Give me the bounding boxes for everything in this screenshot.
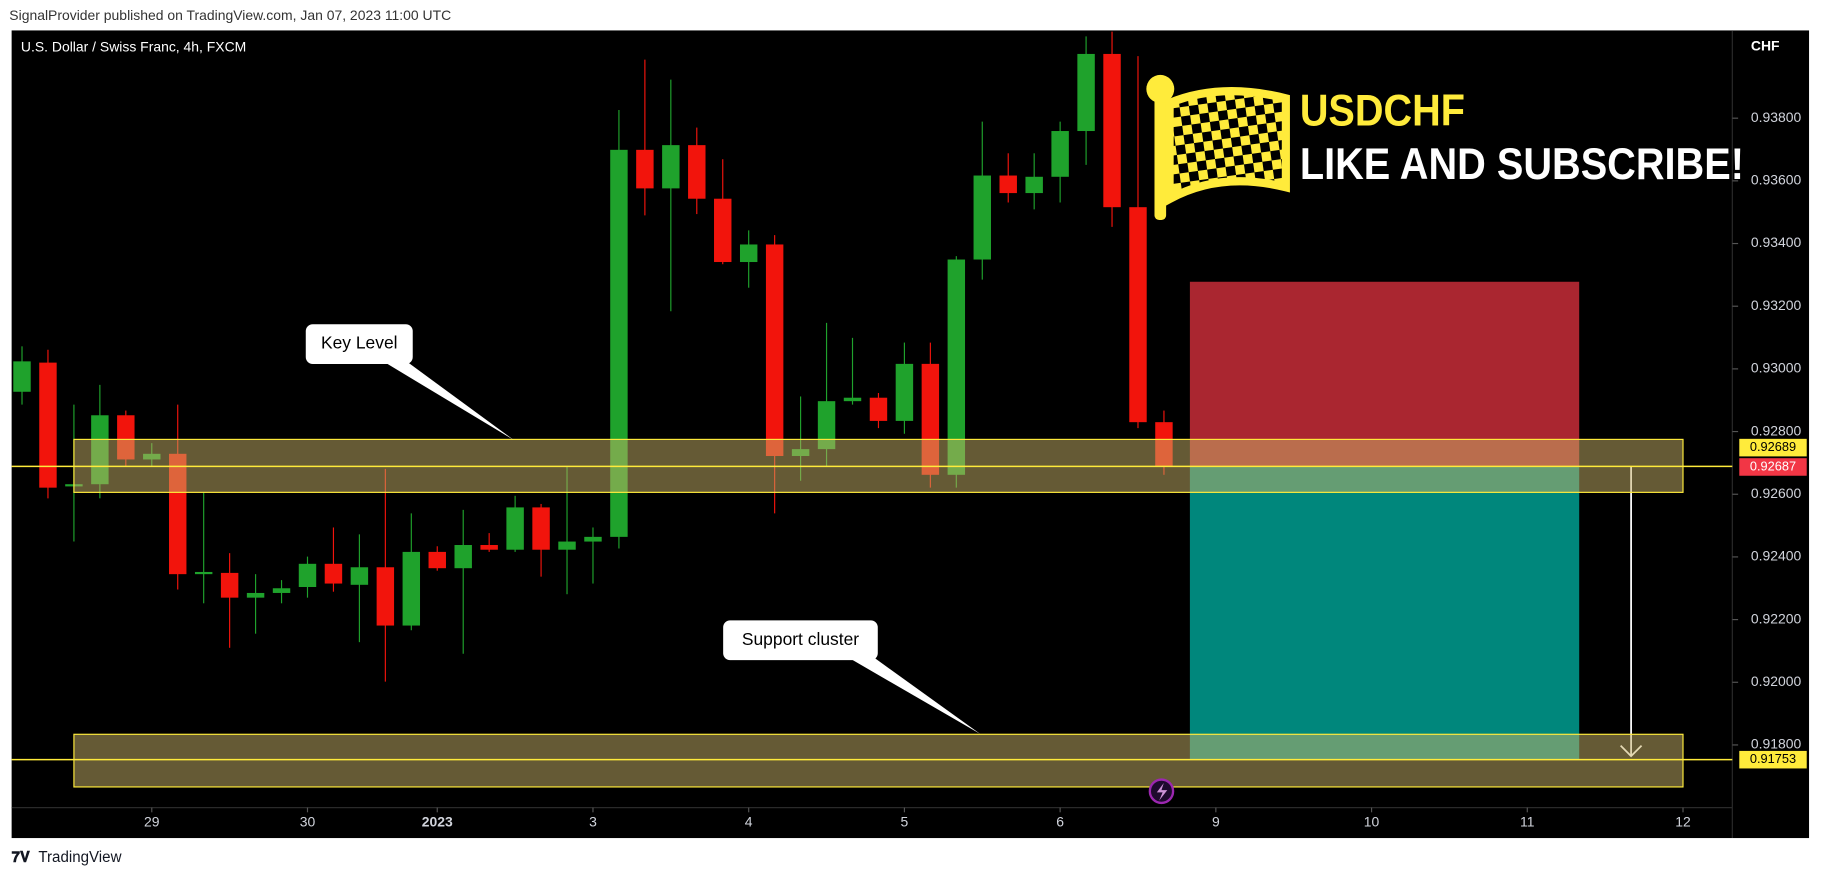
- x-tick-label: 3: [589, 814, 597, 830]
- candle-body: [817, 401, 836, 450]
- y-tick-label: 0.93000: [1751, 360, 1802, 376]
- candle-body: [584, 536, 602, 542]
- candle-body: [739, 244, 758, 263]
- price-label: 0.91753: [1750, 751, 1796, 766]
- candle-body: [272, 588, 291, 593]
- y-tick-label: 0.92400: [1751, 548, 1802, 564]
- candle-body: [1077, 53, 1095, 132]
- price-label-box: [1739, 750, 1807, 769]
- candle-body: [869, 397, 888, 421]
- x-tick-label: 11: [1520, 814, 1535, 830]
- x-tick-label: 12: [1675, 814, 1691, 830]
- candle-body: [765, 244, 784, 457]
- candle-body: [714, 198, 732, 263]
- currency-label: CHF: [1751, 37, 1780, 53]
- candle-body: [1051, 131, 1069, 177]
- candle-body: [662, 145, 680, 189]
- y-tick-label: 0.93200: [1751, 297, 1802, 313]
- candle-body: [843, 397, 862, 402]
- y-tick-label: 0.91800: [1751, 736, 1802, 752]
- candle-body: [246, 592, 265, 598]
- candle-body: [480, 545, 498, 550]
- x-tick-label: 6: [1056, 814, 1064, 830]
- zone: [73, 733, 1684, 788]
- target-zone: [1189, 466, 1580, 760]
- callout-box: [305, 324, 413, 365]
- candle-body: [13, 361, 31, 392]
- candle-body: [636, 149, 654, 189]
- y-tick-label: 0.93800: [1751, 109, 1802, 125]
- candle-body: [558, 541, 576, 550]
- candle-body: [532, 507, 550, 550]
- x-tick-label: 29: [144, 814, 160, 830]
- x-tick-label: 10: [1364, 814, 1380, 830]
- callout-label: Support cluster: [742, 629, 859, 649]
- candle-body: [350, 567, 369, 585]
- stop-zone: [1189, 281, 1580, 467]
- x-tick-label: 5: [901, 814, 909, 830]
- candle-body: [324, 563, 343, 584]
- tv-logo: 𝟕𝐕: [12, 849, 31, 866]
- candle-body: [506, 507, 524, 550]
- price-label-box: [1739, 438, 1807, 457]
- x-tick-label: 30: [300, 814, 316, 830]
- callout-box: [723, 620, 878, 661]
- candle-body: [402, 551, 421, 626]
- y-tick-label: 0.93600: [1751, 172, 1802, 188]
- candle-body: [973, 175, 991, 260]
- candle-body: [1025, 176, 1043, 194]
- candle-body: [39, 362, 57, 488]
- y-tick-label: 0.92000: [1751, 673, 1802, 689]
- publisher-line: SignalProvider published on TradingView.…: [9, 7, 451, 23]
- flag-cloth: [1165, 87, 1290, 206]
- banner-symbol: USDCHF: [1300, 86, 1465, 135]
- candle-body: [454, 545, 472, 569]
- price-label-box: [1739, 458, 1807, 476]
- flag-pole: [1154, 91, 1167, 221]
- event-icon: [1156, 783, 1168, 801]
- candle-body: [194, 571, 213, 575]
- candle-body: [428, 551, 446, 569]
- banner-call: LIKE AND SUBSCRIBE!: [1300, 140, 1744, 189]
- x-tick-label: 9: [1212, 814, 1220, 830]
- flag-ball: [1146, 74, 1175, 104]
- callout-pointer: [848, 657, 981, 734]
- symbol-title: U.S. Dollar / Swiss Franc, 4h, FXCM: [21, 39, 246, 55]
- candle-body: [1103, 53, 1121, 208]
- candle-body: [376, 567, 395, 626]
- x-tick-label: 4: [745, 814, 753, 830]
- footer-brand: TradingView: [38, 849, 121, 866]
- candle-body: [1129, 207, 1147, 423]
- candle-body: [895, 363, 914, 421]
- callout-label: Key Level: [321, 333, 398, 353]
- price-label: 0.92687: [1750, 458, 1796, 473]
- y-tick-label: 0.93400: [1751, 234, 1802, 250]
- y-tick-label: 0.92200: [1751, 610, 1802, 626]
- y-tick-label: 0.92800: [1751, 422, 1802, 438]
- x-tick-label: 2023: [422, 814, 453, 830]
- candle-body: [298, 563, 317, 588]
- candle-body: [220, 572, 239, 598]
- price-label: 0.92689: [1750, 439, 1796, 454]
- candle-body: [999, 175, 1017, 194]
- flag-icon: [1146, 74, 1290, 221]
- y-tick-label: 0.92600: [1751, 485, 1802, 501]
- candle-body: [688, 145, 706, 199]
- overlays: Key Level Support cluster: [11, 281, 1733, 788]
- candle-body: [947, 259, 966, 475]
